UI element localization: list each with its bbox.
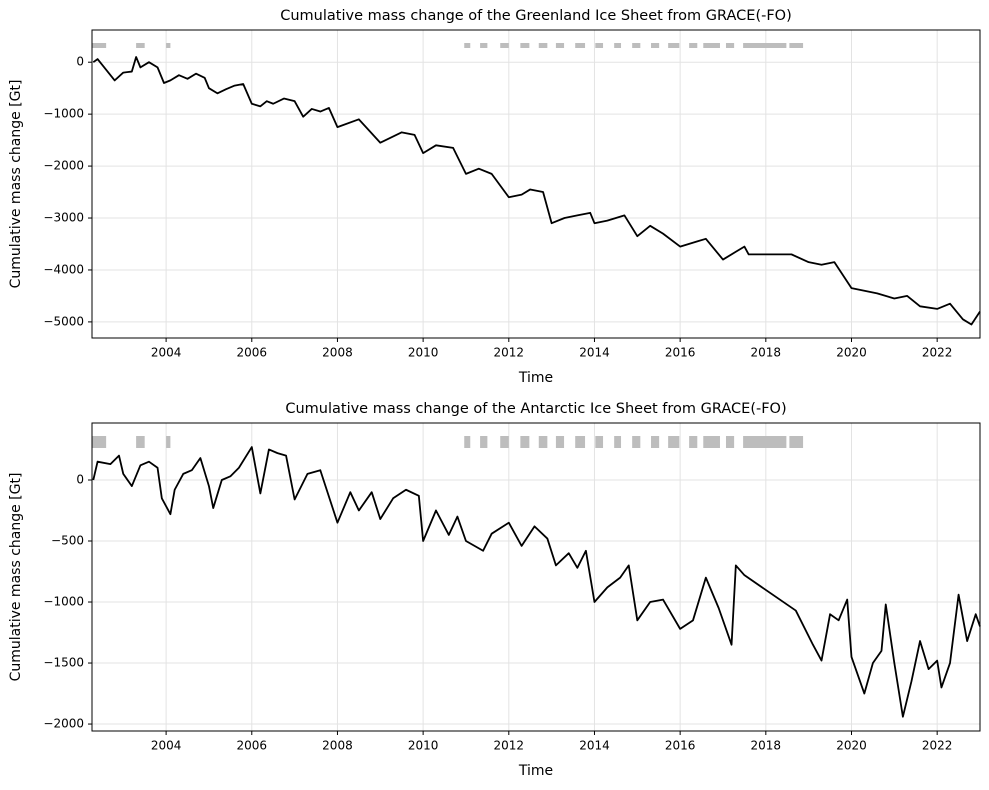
y-axis-label: Cumulative mass change [Gt] — [8, 80, 24, 289]
gap-marker — [632, 43, 641, 48]
gap-marker — [480, 43, 488, 48]
x-axis-label: Time — [518, 763, 553, 779]
gap-marker — [689, 436, 698, 448]
x-tick-label: 2010 — [408, 346, 439, 360]
chart-title: Cumulative mass change of the Greenland … — [280, 8, 792, 24]
gap-marker — [651, 43, 660, 48]
gap-marker — [668, 436, 680, 448]
gap-marker — [538, 43, 548, 48]
x-tick-label: 2018 — [751, 739, 782, 753]
gap-marker — [520, 436, 530, 448]
y-tick-label: −5000 — [43, 314, 84, 328]
x-tick-label: 2016 — [665, 739, 696, 753]
y-tick-label: −2000 — [43, 717, 84, 731]
gap-marker — [725, 43, 735, 48]
x-tick-label: 2014 — [579, 346, 610, 360]
y-axis-label: Cumulative mass change [Gt] — [8, 473, 24, 682]
x-tick-label: 2020 — [836, 739, 867, 753]
gap-marker — [166, 43, 171, 48]
y-tick-label: 0 — [76, 55, 84, 69]
x-tick-label: 2022 — [922, 346, 953, 360]
y-tick-label: −500 — [51, 534, 84, 548]
gap-marker — [166, 436, 171, 448]
gap-marker — [703, 43, 720, 48]
x-tick-label: 2020 — [836, 346, 867, 360]
gap-marker — [136, 436, 145, 448]
x-tick-label: 2004 — [151, 346, 182, 360]
x-tick-label: 2014 — [579, 739, 610, 753]
x-tick-label: 2022 — [922, 739, 953, 753]
gap-marker — [595, 43, 604, 48]
gap-marker — [575, 436, 586, 448]
gap-marker — [500, 436, 509, 448]
gap-marker — [555, 43, 565, 48]
gap-marker — [92, 436, 107, 448]
gap-marker — [555, 436, 565, 448]
chart-title: Cumulative mass change of the Antarctic … — [285, 401, 786, 417]
x-tick-label: 2006 — [237, 739, 268, 753]
y-tick-label: −1000 — [43, 595, 84, 609]
gap-marker — [480, 436, 488, 448]
x-tick-label: 2004 — [151, 739, 182, 753]
data-line — [92, 446, 981, 718]
gap-marker — [703, 436, 720, 448]
gap-marker — [520, 43, 530, 48]
x-tick-label: 2006 — [237, 346, 268, 360]
gap-marker — [743, 436, 787, 448]
axes: 2004 2006 2008 2010 2012 2014 2016 2018 2020 2022… — [8, 401, 981, 779]
gap-marker — [92, 43, 107, 48]
gap-marker — [668, 43, 680, 48]
gap-marker — [595, 436, 604, 448]
gap-marker — [789, 43, 804, 48]
gap-marker — [614, 43, 622, 48]
x-tick-label: 2016 — [665, 346, 696, 360]
data-line — [92, 56, 981, 326]
x-tick-label: 2018 — [751, 346, 782, 360]
y-tick-label: −4000 — [43, 262, 84, 276]
y-tick-label: −1000 — [43, 107, 84, 121]
axes: 2004 2006 2008 2010 2012 2014 2016 2018 2020 2022… — [8, 8, 981, 386]
gap-marker — [725, 436, 735, 448]
gap-marker — [651, 436, 660, 448]
gap-marker — [689, 43, 698, 48]
gap-marker — [614, 436, 622, 448]
y-tick-label: −1500 — [43, 656, 84, 670]
y-tick-label: −3000 — [43, 211, 84, 225]
x-tick-label: 2012 — [494, 346, 525, 360]
gap-marker — [464, 43, 471, 48]
gap-marker — [743, 43, 787, 48]
gap-marker — [575, 43, 586, 48]
gap-marker — [632, 436, 641, 448]
gap-marker — [500, 43, 509, 48]
y-tick-label: 0 — [76, 472, 84, 486]
gap-marker — [538, 436, 548, 448]
x-tick-label: 2008 — [322, 739, 353, 753]
x-tick-label: 2008 — [322, 346, 353, 360]
x-tick-label: 2012 — [494, 739, 525, 753]
y-tick-label: −2000 — [43, 159, 84, 173]
axes-frame — [91, 422, 981, 732]
gap-marker — [789, 436, 804, 448]
x-axis-label: Time — [518, 370, 553, 386]
gap-marker — [464, 436, 471, 448]
axes-frame — [91, 29, 981, 339]
x-tick-label: 2010 — [408, 739, 439, 753]
gap-marker — [136, 43, 145, 48]
